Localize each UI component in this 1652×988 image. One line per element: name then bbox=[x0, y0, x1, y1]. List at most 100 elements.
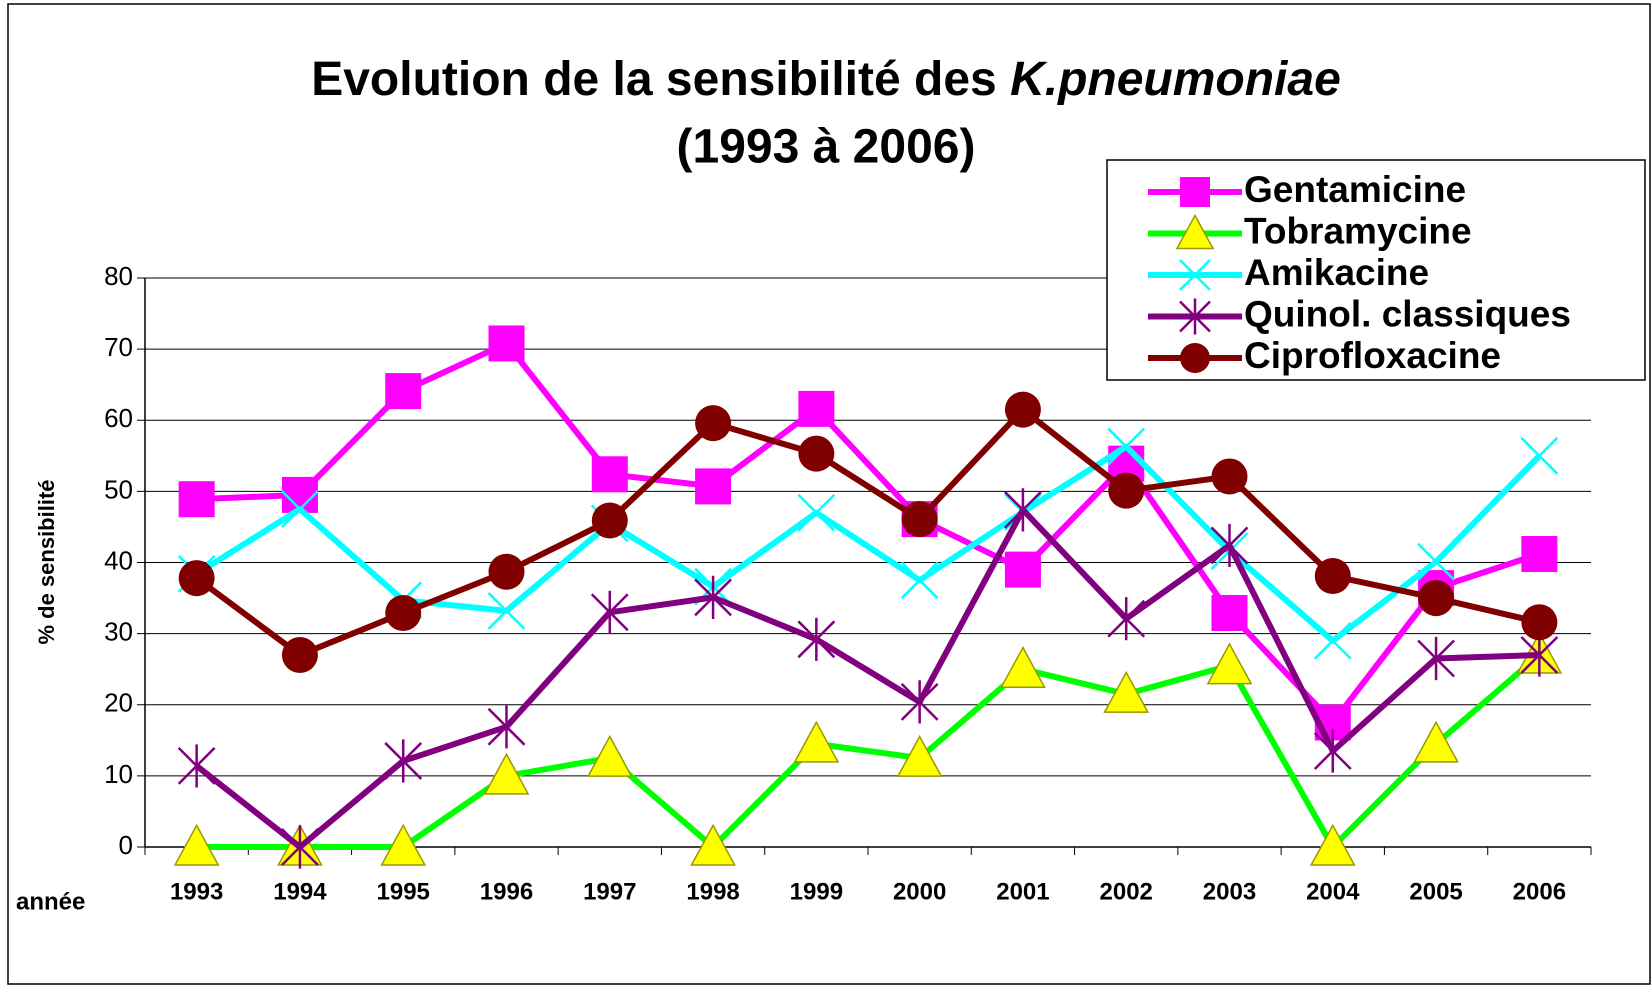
x-tick-label: 2004 bbox=[1306, 878, 1360, 905]
marker-star bbox=[590, 590, 629, 634]
marker-star bbox=[797, 617, 836, 661]
marker-triangle bbox=[1175, 213, 1215, 250]
x-tick-label: 1997 bbox=[583, 878, 636, 905]
x-axis-label: année bbox=[16, 888, 85, 915]
marker-square bbox=[1004, 551, 1041, 588]
marker-circle bbox=[1418, 580, 1455, 617]
marker-circle bbox=[591, 502, 628, 539]
y-tick-label: 40 bbox=[104, 545, 133, 575]
marker-triangle bbox=[1413, 720, 1459, 763]
y-tick-label: 80 bbox=[104, 261, 133, 291]
y-tick-label: 60 bbox=[104, 403, 133, 433]
marker-circle bbox=[1108, 472, 1145, 509]
x-tick-label: 1996 bbox=[480, 878, 533, 905]
marker-x bbox=[281, 490, 319, 529]
legend-label: Ciprofloxacine bbox=[1244, 335, 1501, 376]
x-tick-label: 1994 bbox=[273, 878, 327, 905]
series-line bbox=[195, 443, 1542, 644]
marker-circle bbox=[1521, 604, 1558, 641]
x-tick-label: 1993 bbox=[170, 878, 223, 905]
x-tick-label: 2005 bbox=[1409, 878, 1462, 905]
marker-star bbox=[487, 705, 526, 749]
marker-star bbox=[694, 575, 732, 619]
marker-triangle bbox=[380, 823, 427, 866]
marker-x bbox=[1417, 542, 1455, 581]
title-text: Evolution de la sensibilité des bbox=[311, 53, 997, 106]
marker-square bbox=[591, 456, 628, 493]
marker-triangle bbox=[1309, 823, 1356, 866]
x-tick-label: 2006 bbox=[1513, 878, 1566, 905]
marker-circle bbox=[695, 405, 732, 442]
marker-x bbox=[1179, 259, 1211, 291]
marker-star bbox=[281, 825, 319, 869]
series-line bbox=[194, 506, 1540, 850]
x-tick-label: 2001 bbox=[996, 878, 1049, 905]
marker-triangle bbox=[896, 734, 943, 777]
marker-triangle bbox=[1000, 646, 1046, 688]
marker-circle bbox=[1004, 391, 1041, 428]
marker-circle bbox=[1211, 458, 1248, 495]
marker-x bbox=[1313, 621, 1352, 660]
x-tick-label: 2000 bbox=[893, 878, 946, 905]
marker-triangle bbox=[1103, 670, 1150, 713]
marker-triangle bbox=[173, 823, 220, 866]
y-tick-label: 0 bbox=[119, 830, 133, 860]
marker-triangle bbox=[690, 823, 736, 866]
marker-x bbox=[487, 591, 526, 630]
x-tick-label: 2002 bbox=[1100, 878, 1153, 905]
y-tick-label: 20 bbox=[104, 688, 133, 718]
marker-square bbox=[1211, 594, 1248, 631]
chart-subtitle: (1993 à 2006) bbox=[677, 121, 976, 174]
marker-star bbox=[1004, 488, 1042, 532]
legend-label: Quinol. classiques bbox=[1244, 293, 1571, 334]
marker-triangle bbox=[483, 752, 530, 795]
marker-star bbox=[384, 739, 423, 783]
marker-star bbox=[1313, 729, 1352, 773]
y-tick-label: 50 bbox=[104, 474, 133, 504]
x-tick-label: 2003 bbox=[1203, 878, 1256, 905]
marker-circle bbox=[1314, 558, 1351, 595]
y-tick-label: 70 bbox=[104, 332, 133, 362]
marker-square bbox=[1180, 177, 1210, 207]
marker-star bbox=[1179, 298, 1211, 335]
marker-star bbox=[1520, 633, 1559, 677]
marker-star bbox=[177, 744, 216, 788]
marker-triangle bbox=[586, 734, 633, 777]
marker-circle bbox=[901, 501, 938, 538]
marker-square bbox=[488, 325, 525, 362]
x-tick-label: 1998 bbox=[686, 878, 739, 905]
x-tick-label: 1995 bbox=[377, 878, 430, 905]
legend-label: Amikacine bbox=[1244, 252, 1429, 293]
marker-triangle bbox=[793, 720, 840, 763]
y-axis-label: % de sensibilité bbox=[34, 479, 59, 644]
series-line bbox=[194, 406, 1541, 658]
marker-circle bbox=[488, 553, 525, 590]
series-line bbox=[196, 652, 1542, 850]
marker-x bbox=[797, 493, 836, 532]
chart-title: Evolution de la sensibilité des K.pneumo… bbox=[311, 53, 1341, 106]
legend-label: Gentamicine bbox=[1244, 169, 1466, 210]
marker-square bbox=[385, 373, 422, 410]
marker-star bbox=[1107, 597, 1146, 641]
marker-square bbox=[695, 468, 732, 505]
marker-star bbox=[1210, 523, 1249, 568]
marker-circle bbox=[798, 435, 835, 472]
marker-circle bbox=[1180, 343, 1210, 373]
marker-star bbox=[1417, 636, 1455, 681]
marker-x bbox=[1520, 436, 1559, 475]
x-tick-label: 1999 bbox=[790, 878, 843, 905]
marker-square bbox=[798, 390, 835, 427]
marker-circle bbox=[385, 594, 422, 631]
marker-square bbox=[1521, 535, 1558, 572]
y-tick-label: 10 bbox=[104, 759, 133, 789]
marker-circle bbox=[281, 636, 318, 673]
marker-x bbox=[1107, 427, 1146, 466]
marker-square bbox=[178, 481, 215, 518]
marker-circle bbox=[178, 560, 215, 597]
marker-triangle bbox=[1206, 642, 1253, 685]
legend-label: Tobramycine bbox=[1244, 210, 1472, 251]
marker-star bbox=[900, 680, 939, 724]
marker-x bbox=[900, 561, 939, 600]
